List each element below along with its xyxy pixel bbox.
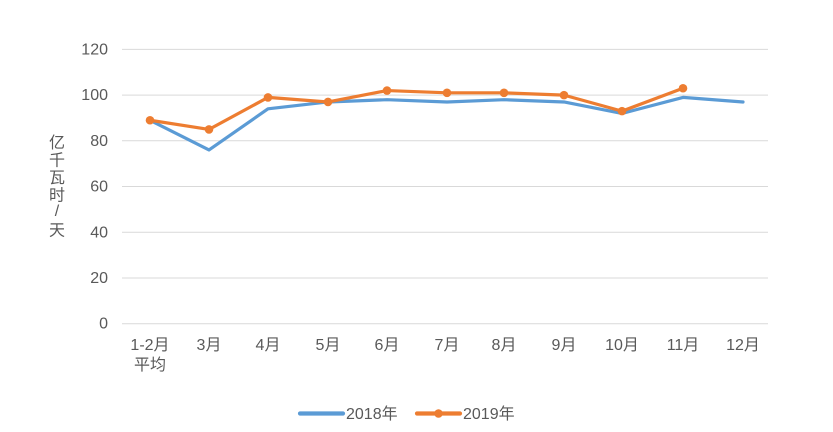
- svg-text:12月: 12月: [726, 337, 760, 354]
- svg-text:60: 60: [90, 179, 108, 196]
- svg-text:5月: 5月: [316, 337, 341, 354]
- svg-text:8月: 8月: [492, 337, 517, 354]
- svg-text:时: 时: [49, 187, 65, 205]
- svg-text:亿: 亿: [49, 134, 65, 152]
- svg-text:120: 120: [81, 41, 108, 58]
- svg-text:/: /: [55, 203, 60, 220]
- svg-text:80: 80: [90, 133, 108, 150]
- svg-text:20: 20: [90, 270, 108, 287]
- svg-text:瓦: 瓦: [49, 170, 65, 187]
- svg-text:天: 天: [49, 223, 65, 240]
- svg-text:9月: 9月: [552, 337, 577, 354]
- svg-text:10月: 10月: [605, 337, 639, 354]
- svg-text:40: 40: [90, 224, 108, 241]
- svg-text:平均: 平均: [134, 356, 166, 374]
- svg-text:1-2月: 1-2月: [130, 337, 169, 354]
- svg-text:4月: 4月: [256, 337, 281, 354]
- svg-text:6月: 6月: [375, 337, 400, 354]
- svg-text:千: 千: [49, 152, 65, 170]
- svg-text:2018年: 2018年: [346, 405, 398, 423]
- svg-text:11月: 11月: [667, 337, 700, 354]
- svg-text:2019年: 2019年: [463, 405, 515, 423]
- svg-text:100: 100: [81, 87, 108, 104]
- svg-text:3月: 3月: [197, 337, 222, 354]
- svg-text:0: 0: [99, 316, 108, 333]
- svg-text:7月: 7月: [435, 337, 460, 354]
